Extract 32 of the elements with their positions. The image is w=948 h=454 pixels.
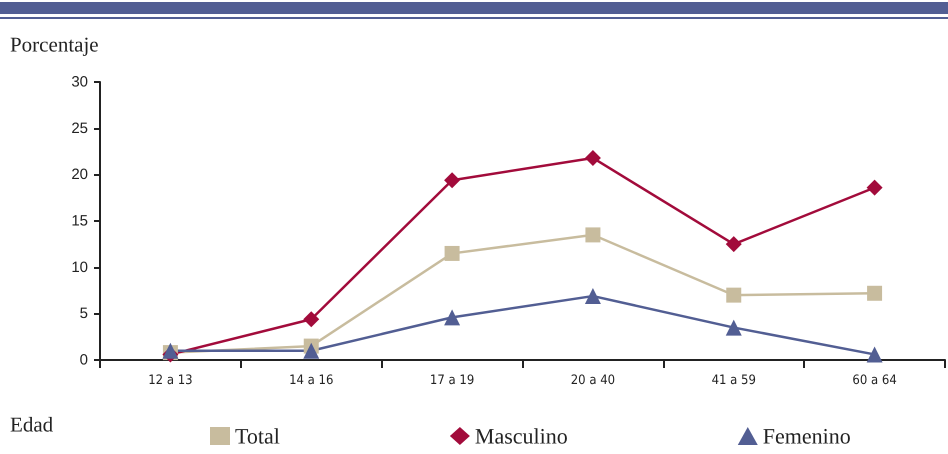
point xyxy=(444,309,460,326)
point xyxy=(444,172,460,188)
x-axis-title: Edad xyxy=(10,412,54,436)
point xyxy=(444,246,460,261)
y-tick-label: 20 xyxy=(71,166,88,184)
point xyxy=(584,150,601,166)
legend-label: Total xyxy=(235,424,280,448)
y-tick-label: 25 xyxy=(71,120,88,137)
point xyxy=(866,346,883,362)
point xyxy=(303,311,320,328)
point xyxy=(726,236,742,252)
point xyxy=(726,288,742,303)
y-tick-label: 10 xyxy=(71,258,88,276)
x-tick-label: 41 a 59 xyxy=(712,373,756,388)
y-tick-label: 30 xyxy=(71,74,88,90)
y-axis-title: Porcentaje xyxy=(10,32,99,56)
point xyxy=(866,180,883,196)
x-tick-label: 14 a 16 xyxy=(289,373,334,388)
point xyxy=(585,227,600,242)
point xyxy=(726,320,742,336)
y-tick-label: 15 xyxy=(71,212,88,230)
legend-label: Femenino xyxy=(762,424,851,448)
legend-label: Masculino xyxy=(474,424,568,448)
x-tick-label: 12 a 13 xyxy=(148,373,193,388)
y-tick-label: 5 xyxy=(80,305,88,322)
x-tick-label: 20 a 40 xyxy=(570,373,616,388)
point xyxy=(867,286,882,301)
point xyxy=(584,288,601,304)
point xyxy=(303,342,320,359)
y-tick-label: 0 xyxy=(80,352,88,368)
x-tick-label: 17 a 19 xyxy=(430,373,474,388)
x-tick-label: 60 a 64 xyxy=(852,373,897,388)
